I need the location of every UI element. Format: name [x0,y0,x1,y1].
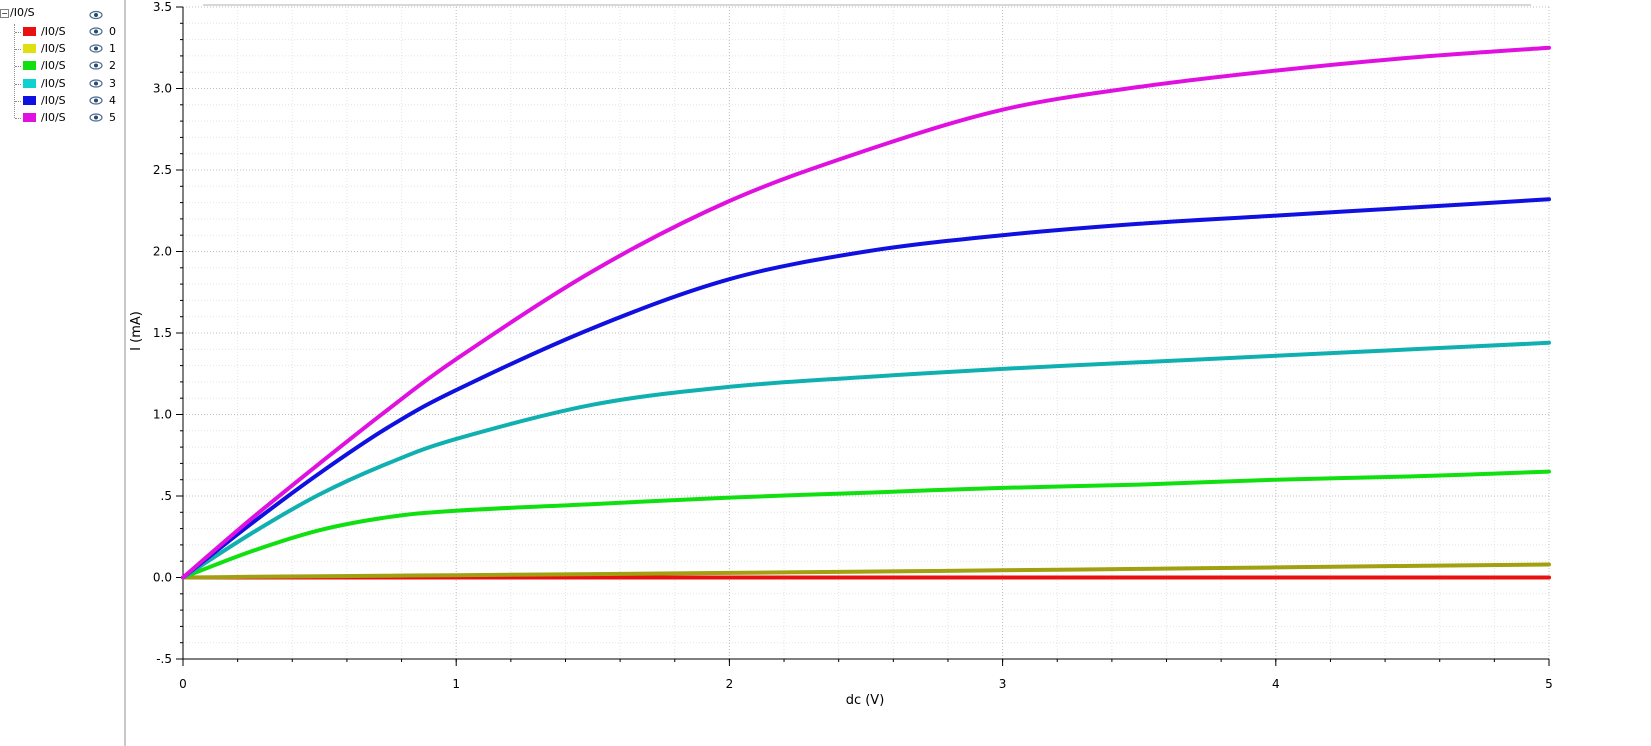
tree-branch [15,32,21,33]
legend-item-5[interactable]: /I0/S 5 [0,109,124,126]
legend-item-label: /I0/S [41,93,66,107]
legend-panel: − /I0/S /I0/S 0/I0/S 1/I0/S 2/I0/S 3/I0/S 4/I… [0,0,126,746]
legend-item-label: /I0/S [41,42,66,56]
visibility-eye-icon[interactable] [89,109,103,126]
legend-group-label[interactable]: /I0/S [10,6,35,19]
series-line-3 [181,340,1551,580]
y-tick-label: 1.0 [153,408,172,422]
y-tick-label: 2.5 [153,163,172,177]
legend-item-label: /I0/S [41,76,66,90]
collapse-icon[interactable]: − [0,9,9,18]
series-line-4 [181,197,1551,580]
x-tick-label: 0 [179,677,187,691]
legend-swatch [23,44,36,54]
visibility-eye-icon[interactable] [89,57,103,74]
legend-swatch [23,61,36,71]
legend-swatch [23,27,36,36]
legend-item-3[interactable]: /I0/S 3 [0,75,124,92]
legend-item-index: 2 [109,59,116,73]
series-layer [181,45,1551,580]
y-tick-label: 0.0 [153,571,172,585]
legend-item-index: 3 [109,76,116,90]
legend-item-label: /I0/S [41,59,66,73]
series-line-1 [181,562,1551,580]
tree-branch [15,49,21,51]
y-tick-label: 3.0 [153,82,172,96]
tree-branch [15,100,21,102]
x-tick-label: 3 [999,677,1007,691]
grid [182,4,1550,660]
tree-branch [15,83,21,85]
tree-branch [15,66,21,68]
y-tick-label: 2.0 [153,245,172,259]
y-axis-title: I (mA) [129,311,144,351]
visibility-eye-icon[interactable] [89,75,103,92]
y-tick-label: 3.5 [153,0,172,14]
x-axis-title: dc (V) [846,693,885,708]
legend-item-index: 0 [109,25,116,38]
legend-item-label: /I0/S [41,25,66,38]
legend-swatch [23,113,36,122]
legend-item-index: 4 [109,93,116,107]
legend-swatch [23,78,36,88]
legend-item-index: 1 [109,42,116,56]
x-tick-label: 2 [726,677,734,691]
x-tick-label: 1 [452,677,460,691]
legend-item-index: 5 [109,111,116,124]
legend-swatch [23,95,36,105]
legend-item-4[interactable]: /I0/S 4 [0,92,124,109]
y-tick-label: -.5 [156,652,172,666]
y-tick-label: .5 [161,489,172,503]
tree-branch [15,118,21,119]
y-tick-label: 1.5 [153,326,172,340]
group-visibility-eye-icon[interactable] [89,7,103,24]
x-tick-label: 5 [1545,677,1553,691]
series-line-5 [181,45,1551,580]
visibility-eye-icon[interactable] [89,40,103,57]
legend-item-label: /I0/S [41,111,66,124]
x-tick-label: 4 [1272,677,1280,691]
plot-area[interactable]: 0 1 2 3 4 5-.50.0.51.01.52.02.53.03.5 dc (V) … [126,0,1651,746]
visibility-eye-icon[interactable] [89,92,103,109]
legend-item-1[interactable]: /I0/S 1 [0,40,124,57]
visibility-eye-icon[interactable] [89,23,103,40]
legend-item-2[interactable]: /I0/S 2 [0,57,124,74]
axes: 0 1 2 3 4 5 -.5 0.0 .5 1.0 1.5 2.0 2.5 3.0 3.5 [153,0,1553,691]
tree-connector [14,24,15,118]
legend-item-0[interactable]: /I0/S 0 [0,23,124,40]
series-line-2 [181,469,1551,580]
